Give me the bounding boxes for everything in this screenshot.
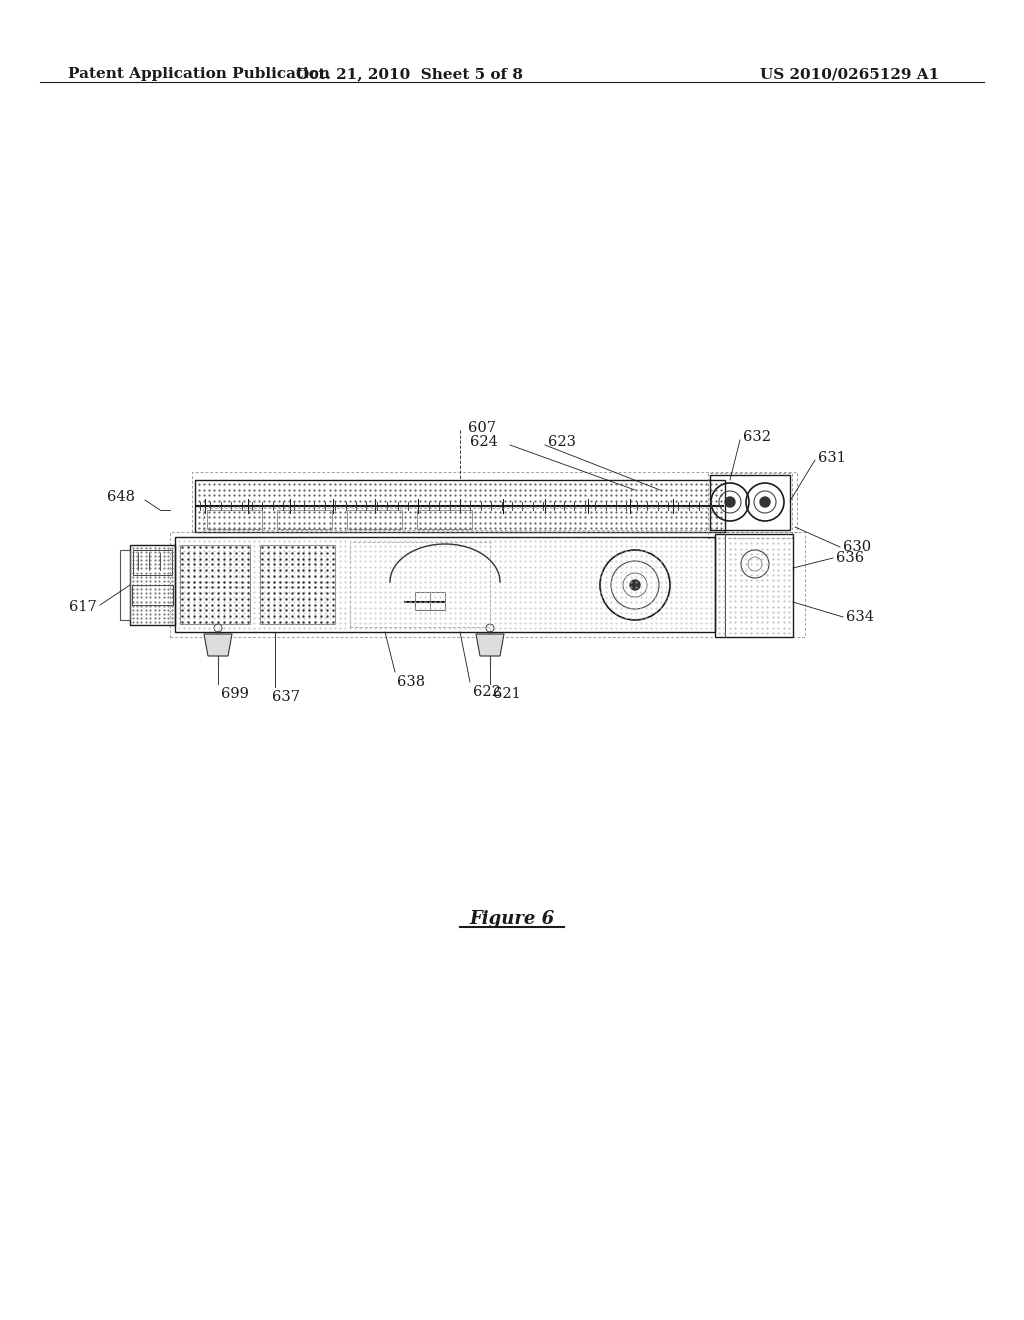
Bar <box>710 475 790 531</box>
Polygon shape <box>204 634 232 656</box>
Bar <box>278 510 332 529</box>
Bar <box>260 545 335 624</box>
Text: Figure 6: Figure 6 <box>469 909 555 928</box>
Text: 607: 607 <box>468 421 496 436</box>
Bar <box>203 508 717 531</box>
Bar <box>195 480 725 532</box>
Bar <box>415 591 445 610</box>
Bar <box>175 537 715 632</box>
Text: 637: 637 <box>272 690 300 704</box>
Bar <box>347 510 402 529</box>
Text: Patent Application Publication: Patent Application Publication <box>68 67 330 81</box>
Text: 622: 622 <box>473 685 501 700</box>
Bar <box>207 510 262 529</box>
Text: 623: 623 <box>548 436 575 449</box>
Polygon shape <box>476 634 504 656</box>
Bar <box>170 532 805 638</box>
Text: Oct. 21, 2010  Sheet 5 of 8: Oct. 21, 2010 Sheet 5 of 8 <box>297 67 523 81</box>
Bar <box>130 545 175 624</box>
Bar <box>708 473 792 539</box>
Circle shape <box>760 498 770 507</box>
Circle shape <box>725 498 735 507</box>
Bar <box>417 510 472 529</box>
Text: 648: 648 <box>106 490 135 504</box>
Circle shape <box>630 579 640 590</box>
Text: 634: 634 <box>846 610 874 624</box>
Bar <box>715 535 793 638</box>
Text: 638: 638 <box>397 675 425 689</box>
Text: 631: 631 <box>818 451 846 465</box>
Bar <box>193 473 797 532</box>
Text: 624: 624 <box>470 436 498 449</box>
Bar <box>132 585 173 605</box>
Text: 699: 699 <box>221 686 249 701</box>
Text: 617: 617 <box>70 601 97 614</box>
Text: US 2010/0265129 A1: US 2010/0265129 A1 <box>760 67 939 81</box>
Text: 621: 621 <box>493 686 521 701</box>
Bar <box>350 543 490 627</box>
Text: 636: 636 <box>836 550 864 565</box>
Bar <box>120 550 130 620</box>
Bar <box>180 545 250 624</box>
Text: 630: 630 <box>843 540 871 554</box>
Bar <box>133 550 172 576</box>
Text: 632: 632 <box>743 430 771 444</box>
